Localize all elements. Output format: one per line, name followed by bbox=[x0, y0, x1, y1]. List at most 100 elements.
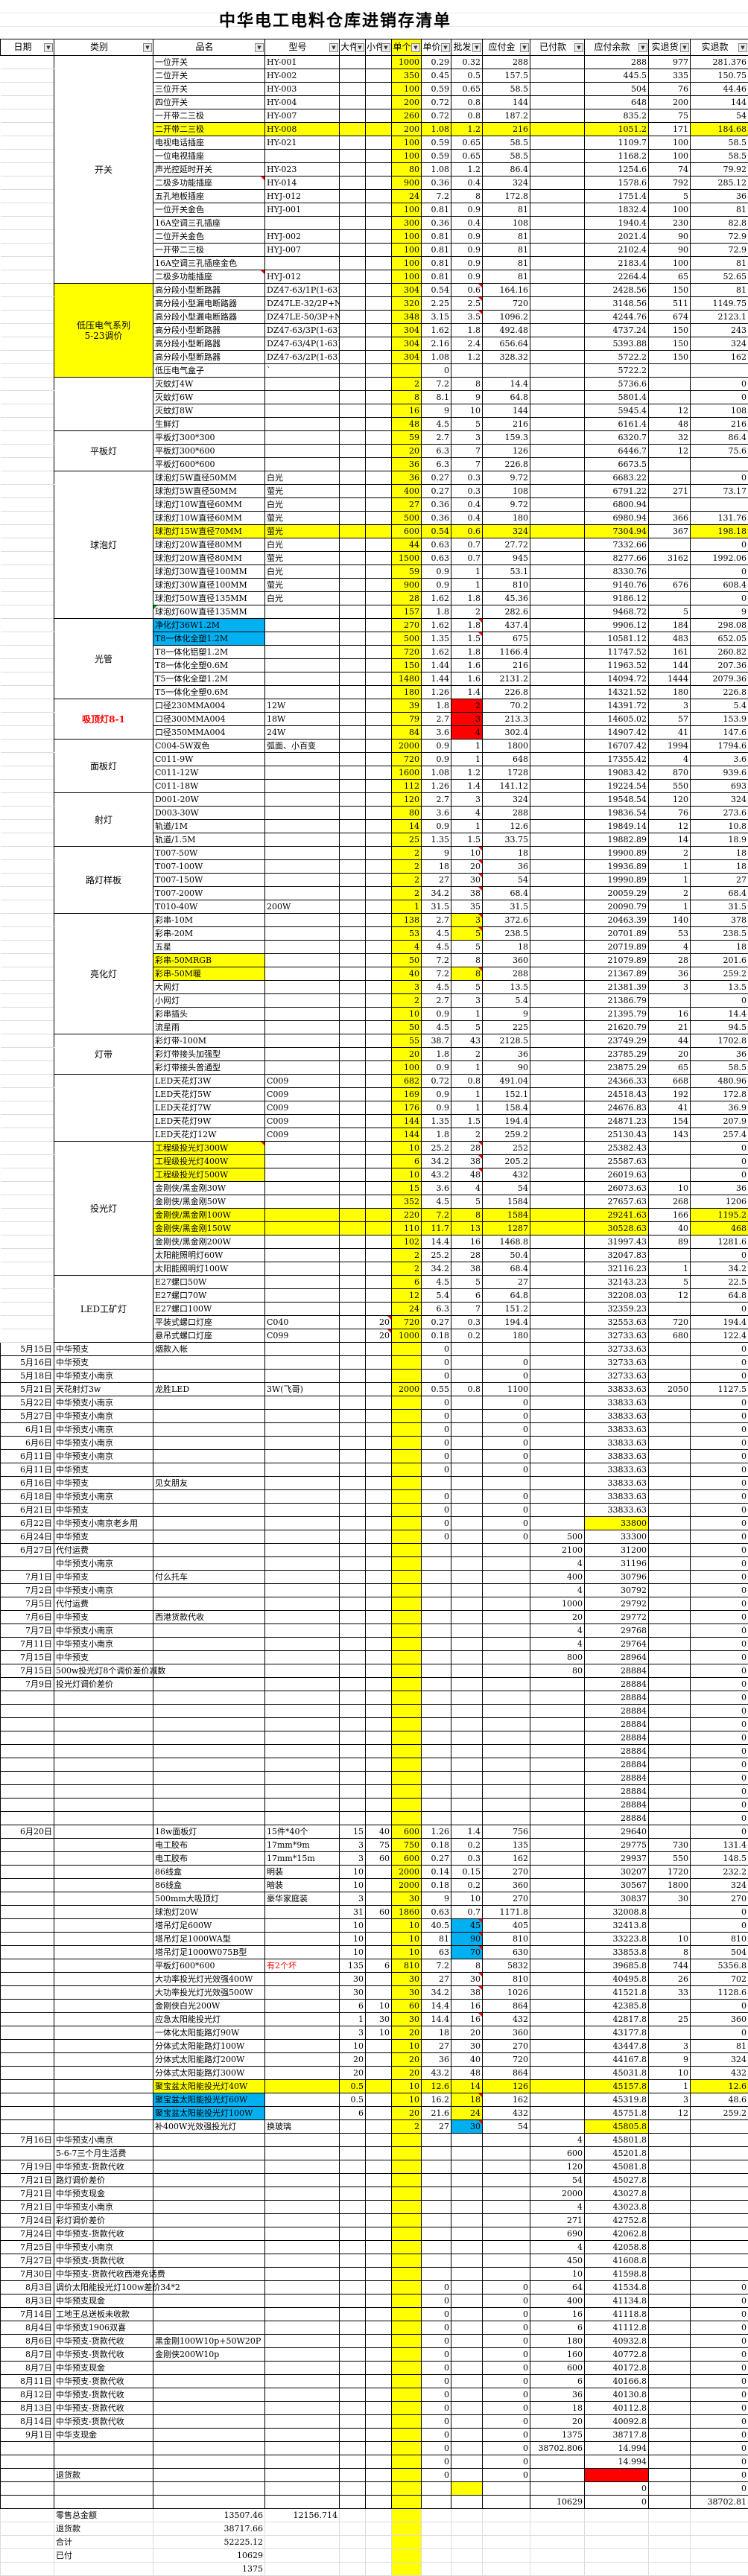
cell-unit-qty[interactable] bbox=[392, 1490, 422, 1504]
cell-big-unit[interactable] bbox=[340, 2268, 366, 2281]
cell-product[interactable]: 球泡灯30W直径100MM bbox=[153, 565, 265, 579]
cell-wholesale[interactable]: 1.8 bbox=[451, 592, 483, 605]
cell-small-unit[interactable] bbox=[366, 217, 392, 230]
cell-unit-qty[interactable] bbox=[392, 1624, 422, 1638]
cell-wholesale[interactable] bbox=[451, 2147, 483, 2160]
cell-payable-balance[interactable]: 6791.22 bbox=[585, 485, 649, 498]
cell-returned-qty[interactable] bbox=[649, 2375, 691, 2388]
cell-model[interactable]: HY-014 bbox=[265, 176, 340, 190]
cell-wholesale[interactable] bbox=[451, 1772, 483, 1785]
cell-date[interactable] bbox=[1, 1142, 54, 1155]
cell-paid[interactable] bbox=[530, 646, 585, 659]
cell-payable-balance[interactable]: 14907.42 bbox=[585, 726, 649, 740]
cell-wholesale[interactable] bbox=[451, 1571, 483, 1584]
cell-payable-balance[interactable]: 43177.8 bbox=[585, 2026, 649, 2040]
cell-paid[interactable]: 4 bbox=[530, 1557, 585, 1571]
cell-model[interactable]: HY-008 bbox=[265, 123, 340, 136]
cell-paid[interactable] bbox=[530, 766, 585, 780]
cell-product[interactable]: 16A空调三孔插座金色 bbox=[153, 257, 265, 270]
cell-payable-balance[interactable]: 41521.8 bbox=[585, 1986, 649, 2000]
cell-paid[interactable] bbox=[530, 740, 585, 753]
cell-payable-balance[interactable]: 29640 bbox=[585, 1825, 649, 1839]
cell-paid[interactable] bbox=[530, 2522, 585, 2536]
cell-returned-qty[interactable]: 366 bbox=[649, 512, 691, 525]
cell-payable-amt[interactable] bbox=[483, 2522, 530, 2536]
cell-payable-balance[interactable] bbox=[585, 2522, 649, 2536]
cell-payable-balance[interactable]: 20059.29 bbox=[585, 887, 649, 900]
cell-product[interactable]: 彩串-10M bbox=[153, 914, 265, 927]
cell-model[interactable] bbox=[265, 605, 340, 619]
cell-payable-balance[interactable]: 19836.54 bbox=[585, 807, 649, 820]
cell-paid[interactable] bbox=[530, 2455, 585, 2469]
cell-returned-amt[interactable]: 131.76 bbox=[691, 512, 748, 525]
cell-date[interactable] bbox=[1, 270, 54, 284]
cell-paid[interactable] bbox=[530, 1973, 585, 1986]
cell-payable-balance[interactable]: 33833.63 bbox=[585, 1450, 649, 1463]
cell-payable-amt[interactable] bbox=[483, 1597, 530, 1611]
cell-product[interactable]: 灭蚊灯4W bbox=[153, 378, 265, 391]
cell-small-unit[interactable] bbox=[366, 525, 392, 538]
cell-returned-qty[interactable]: 268 bbox=[649, 1195, 691, 1209]
filter-icon[interactable]: ▼ bbox=[738, 43, 747, 52]
cell-small-unit[interactable] bbox=[366, 1986, 392, 2000]
cell-product[interactable]: T007-150W bbox=[153, 874, 265, 887]
cell-unit-price[interactable]: 9 bbox=[422, 1892, 451, 1906]
cell-product[interactable]: 球泡灯10W直径60MM bbox=[153, 512, 265, 525]
cell-wholesale[interactable]: 0.9 bbox=[451, 270, 483, 284]
cell-product[interactable] bbox=[153, 2429, 265, 2442]
cell-product[interactable]: C011-12W bbox=[153, 766, 265, 780]
cell-unit-price[interactable]: 3.6 bbox=[422, 807, 451, 820]
cell-unit-qty[interactable] bbox=[392, 1370, 422, 1383]
cell-paid[interactable]: 450 bbox=[530, 2254, 585, 2268]
cell-unit-qty[interactable]: 50 bbox=[392, 1021, 422, 1034]
cell-payable-balance[interactable]: 31200 bbox=[585, 1544, 649, 1557]
cell-returned-amt[interactable]: 31.5 bbox=[691, 900, 748, 914]
cell-payable-amt[interactable]: 58.5 bbox=[483, 83, 530, 96]
cell-paid[interactable]: 400 bbox=[530, 2294, 585, 2308]
cell-payable-balance[interactable]: 29241.63 bbox=[585, 1209, 649, 1222]
cell-returned-amt[interactable]: 0 bbox=[691, 378, 748, 391]
cell-returned-qty[interactable] bbox=[649, 2563, 691, 2576]
cell-returned-amt[interactable]: 0 bbox=[691, 1437, 748, 1450]
cell-paid[interactable] bbox=[530, 83, 585, 96]
cell-paid[interactable] bbox=[530, 672, 585, 686]
cell-date[interactable] bbox=[1, 672, 54, 686]
cell-big-unit[interactable] bbox=[340, 753, 366, 766]
cell-small-unit[interactable] bbox=[366, 2563, 392, 2576]
cell-small-unit[interactable] bbox=[366, 1343, 392, 1356]
cell-product[interactable]: LED天花灯7W bbox=[153, 1101, 265, 1115]
cell-model[interactable]: 萤光 bbox=[265, 579, 340, 592]
cell-paid[interactable]: 6 bbox=[530, 2321, 585, 2335]
cell-payable-balance[interactable]: 31997.43 bbox=[585, 1235, 649, 1249]
cell-paid[interactable]: 4 bbox=[530, 2241, 585, 2254]
cell-date[interactable] bbox=[1, 230, 54, 244]
cell-returned-amt[interactable]: 1794.6 bbox=[691, 740, 748, 753]
cell-payable-amt[interactable]: 0 bbox=[483, 2348, 530, 2362]
cell-unit-qty[interactable] bbox=[392, 2281, 422, 2294]
cell-payable-amt[interactable]: 9.72 bbox=[483, 471, 530, 485]
cell-small-unit[interactable] bbox=[366, 1597, 392, 1611]
cell-paid[interactable] bbox=[530, 364, 585, 378]
cell-payable-balance[interactable]: 25587.63 bbox=[585, 1155, 649, 1168]
cell-returned-qty[interactable]: 40 bbox=[649, 1222, 691, 1235]
cell-payable-balance[interactable]: 33833.63 bbox=[585, 1383, 649, 1396]
cell-product[interactable] bbox=[153, 2375, 265, 2388]
cell-unit-price[interactable]: 7.2 bbox=[422, 954, 451, 967]
cell-model[interactable]: 17mm*15m bbox=[265, 1852, 340, 1866]
cell-product[interactable]: D001-20W bbox=[153, 793, 265, 807]
cell-returned-qty[interactable]: 3 bbox=[649, 2040, 691, 2053]
cell-returned-qty[interactable] bbox=[649, 538, 691, 552]
cell-returned-amt[interactable]: 939.6 bbox=[691, 766, 748, 780]
cell-date[interactable]: 7月5日 bbox=[1, 1597, 54, 1611]
cell-paid[interactable] bbox=[530, 1799, 585, 1812]
cell-category[interactable] bbox=[54, 2563, 153, 2576]
cell-small-unit[interactable] bbox=[366, 1303, 392, 1316]
cell-returned-qty[interactable]: 680 bbox=[649, 1329, 691, 1343]
cell-date[interactable]: 8月7日 bbox=[1, 2362, 54, 2375]
cell-model[interactable] bbox=[265, 1370, 340, 1383]
cell-unit-price[interactable]: 0.29 bbox=[422, 56, 451, 69]
cell-unit-price[interactable]: 1.62 bbox=[422, 592, 451, 605]
cell-small-unit[interactable] bbox=[366, 1008, 392, 1021]
cell-returned-qty[interactable] bbox=[649, 1410, 691, 1423]
cell-returned-qty[interactable]: 1444 bbox=[649, 672, 691, 686]
